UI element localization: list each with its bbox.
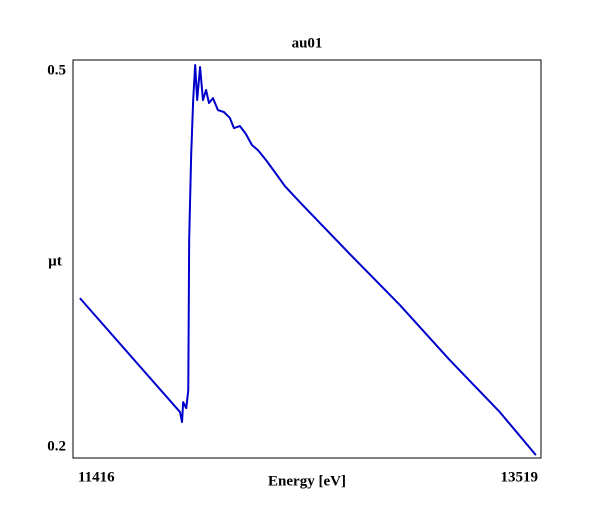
x-tick-label: 13519 xyxy=(501,469,539,485)
y-tick-label: 0.5 xyxy=(47,62,66,78)
x-axis-label: Energy [eV] xyxy=(268,473,346,489)
x-tick-label: 11416 xyxy=(78,469,115,485)
chart-title: au01 xyxy=(292,35,323,51)
y-axis-label: µt xyxy=(48,253,62,269)
data-line xyxy=(79,64,537,456)
y-tick-label: 0.2 xyxy=(47,438,66,454)
plot-frame xyxy=(72,59,542,459)
